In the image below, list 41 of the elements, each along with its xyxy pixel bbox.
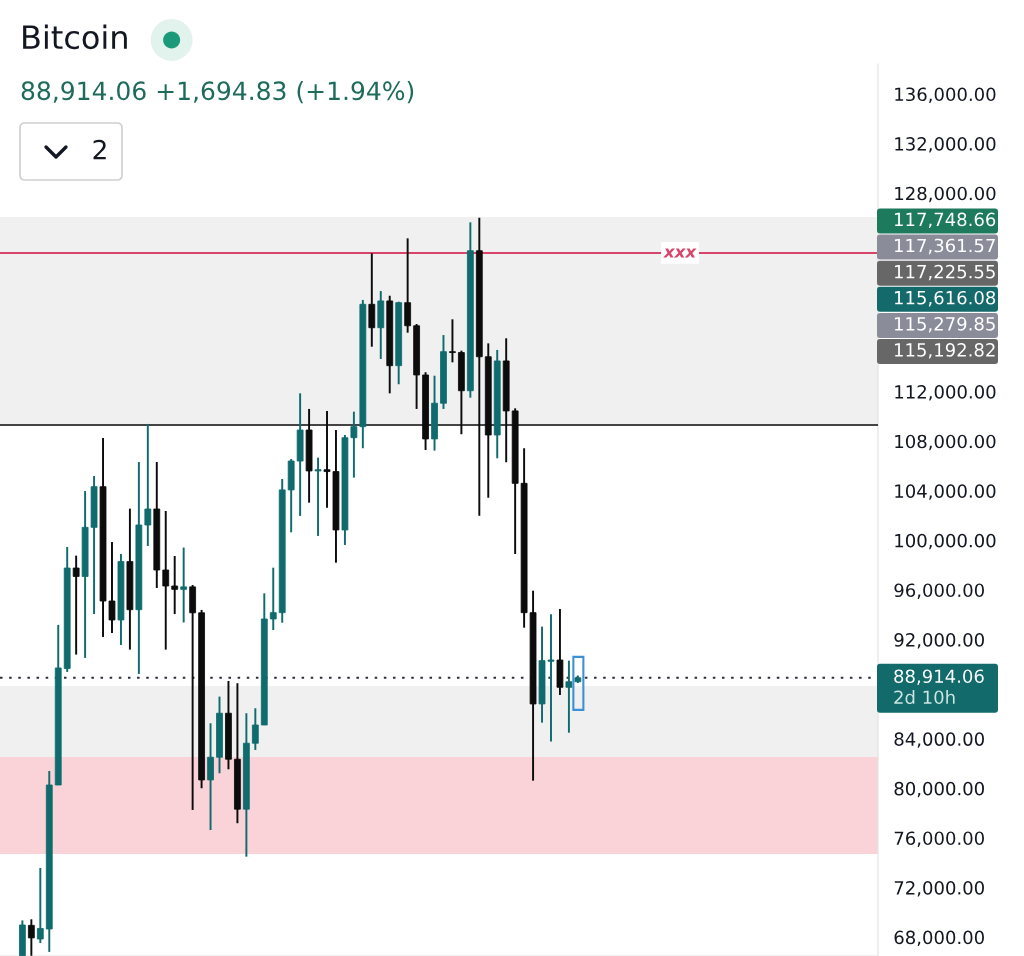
candlestick <box>180 546 188 624</box>
text: 88,914.06 +1,694.83 (+1.94%) <box>21 80 414 104</box>
annotation: 2 <box>93 139 106 160</box>
ref-line-label: xxx <box>663 248 697 258</box>
candlestick <box>314 456 322 537</box>
candlestick <box>162 510 170 651</box>
y-tick-label: 72,000.00 <box>894 881 984 897</box>
y-tick-label: 80,000.00 <box>894 781 984 798</box>
text: 117,225.55 <box>894 264 995 281</box>
candlestick <box>368 252 376 348</box>
text: 117,361.57 <box>894 238 995 255</box>
y-tick-label: 112,000.00 <box>895 385 996 401</box>
y-tick-label: 104,000.00 <box>895 484 996 500</box>
y-tick-label: 132,000.00 <box>895 137 996 153</box>
candlestick <box>144 422 152 547</box>
candlestick <box>36 867 44 944</box>
y-tick-label: 76,000.00 <box>894 831 984 847</box>
y-tick-label: 108,000.00 <box>895 434 996 451</box>
y-tick-label: 100,000.00 <box>895 533 996 550</box>
chart-title: Bitcoin <box>23 24 127 50</box>
candlestick <box>565 659 573 734</box>
y-tick-label: 96,000.00 <box>894 583 984 599</box>
candlestick <box>27 918 35 956</box>
text: 2d 10h <box>894 690 955 705</box>
y-tick-label: 128,000.00 <box>895 186 996 203</box>
candlestick <box>72 554 80 656</box>
candlestick <box>269 566 277 631</box>
candlestick <box>449 318 456 364</box>
y-tick-label: 92,000.00 <box>894 633 984 649</box>
text: 115,616.08 <box>894 290 996 307</box>
candlestick <box>171 555 179 615</box>
text: 115,192.82 <box>894 343 995 359</box>
y-tick-label: 68,000.00 <box>894 930 984 947</box>
candlestick <box>251 707 259 751</box>
text: 115,279.85 <box>894 316 995 333</box>
text: 117,748.66 <box>894 212 996 229</box>
y-tick-label: 136,000.00 <box>895 87 996 103</box>
ref-line-label: 88,914.06 <box>894 669 984 685</box>
y-tick-label: 84,000.00 <box>894 732 984 748</box>
candlestick <box>207 722 214 831</box>
candlestick <box>404 237 412 334</box>
